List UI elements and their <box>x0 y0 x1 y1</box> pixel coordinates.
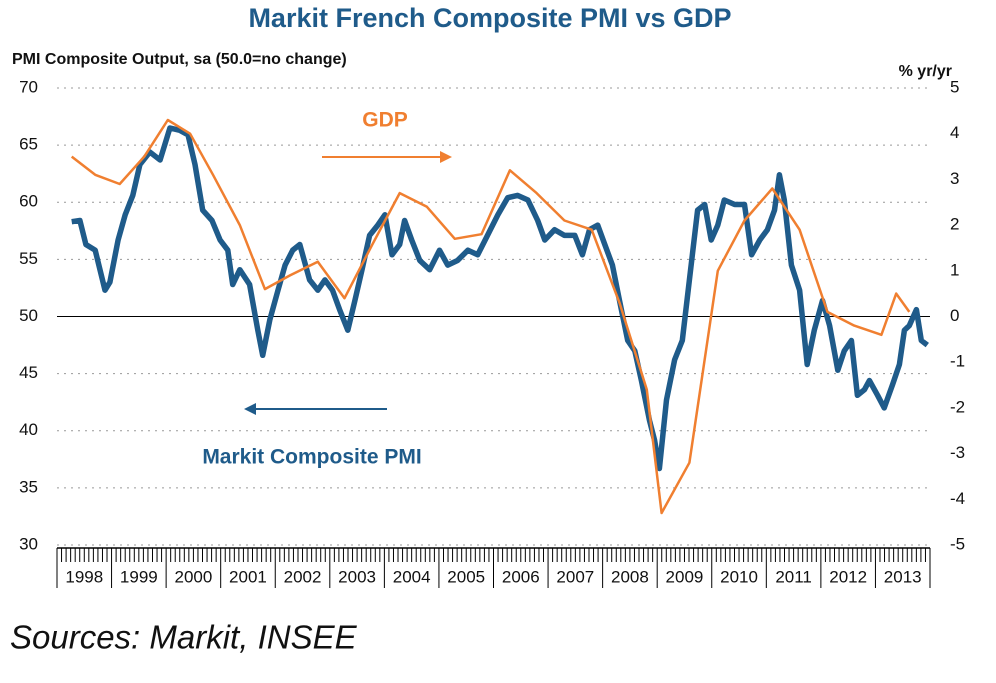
gdp-arrow-head <box>440 151 452 163</box>
y-tick-label: 35 <box>19 477 38 496</box>
x-tick-label: 2012 <box>829 567 867 586</box>
y2-axis-label: % yr/yr <box>899 63 952 80</box>
y-tick-label: 55 <box>19 249 38 268</box>
x-tick-label: 2008 <box>611 567 649 586</box>
x-tick-label: 2006 <box>502 567 540 586</box>
source: Sources: Markit, INSEE <box>10 619 358 656</box>
y-tick-label: 60 <box>19 192 38 211</box>
x-tick-label: 2007 <box>556 567 594 586</box>
y-tick-label: 65 <box>19 135 38 154</box>
y2-tick-label: 5 <box>950 77 959 96</box>
y2-tick-label: -1 <box>950 352 965 371</box>
x-tick-label: 2013 <box>884 567 922 586</box>
x-tick-label: 2002 <box>284 567 322 586</box>
x-tick-label: 1998 <box>65 567 103 586</box>
x-tick-label: 2011 <box>775 567 812 586</box>
y-tick-label: 40 <box>19 420 38 439</box>
y2-tick-label: 3 <box>950 169 959 188</box>
y2-tick-label: -5 <box>950 534 965 553</box>
x-tick-label: 2010 <box>720 567 758 586</box>
y2-tick-label: 2 <box>950 215 959 234</box>
series-line <box>71 125 929 472</box>
y2-tick-label: 1 <box>950 260 959 279</box>
y-tick-label: 50 <box>19 306 38 325</box>
y2-tick-label: 0 <box>950 306 959 325</box>
x-tick-label: 2003 <box>338 567 376 586</box>
x-tick-label: 2001 <box>229 567 267 586</box>
x-tick-label: 2004 <box>393 567 431 586</box>
annotation: GDP <box>362 109 408 132</box>
pmi-arrow-head <box>244 403 256 415</box>
annotation: Markit Composite PMI <box>202 446 421 469</box>
x-tick-label: 1999 <box>120 567 158 586</box>
x-tick-label: 2005 <box>447 567 485 586</box>
x-tick-label: 2000 <box>174 567 212 586</box>
y-axis-label: PMI Composite Output, sa (50.0=no change… <box>12 51 347 68</box>
y2-tick-label: -2 <box>950 397 965 416</box>
y2-tick-label: 4 <box>950 123 959 142</box>
y-tick-label: 70 <box>19 77 38 96</box>
y-tick-label: 45 <box>19 363 38 382</box>
y2-tick-label: -3 <box>950 443 965 462</box>
y-tick-label: 30 <box>19 534 38 553</box>
y2-tick-label: -4 <box>950 489 965 508</box>
x-tick-label: 2009 <box>666 567 704 586</box>
chart-title: Markit French Composite PMI vs GDP <box>248 3 731 33</box>
series-line <box>70 118 911 515</box>
